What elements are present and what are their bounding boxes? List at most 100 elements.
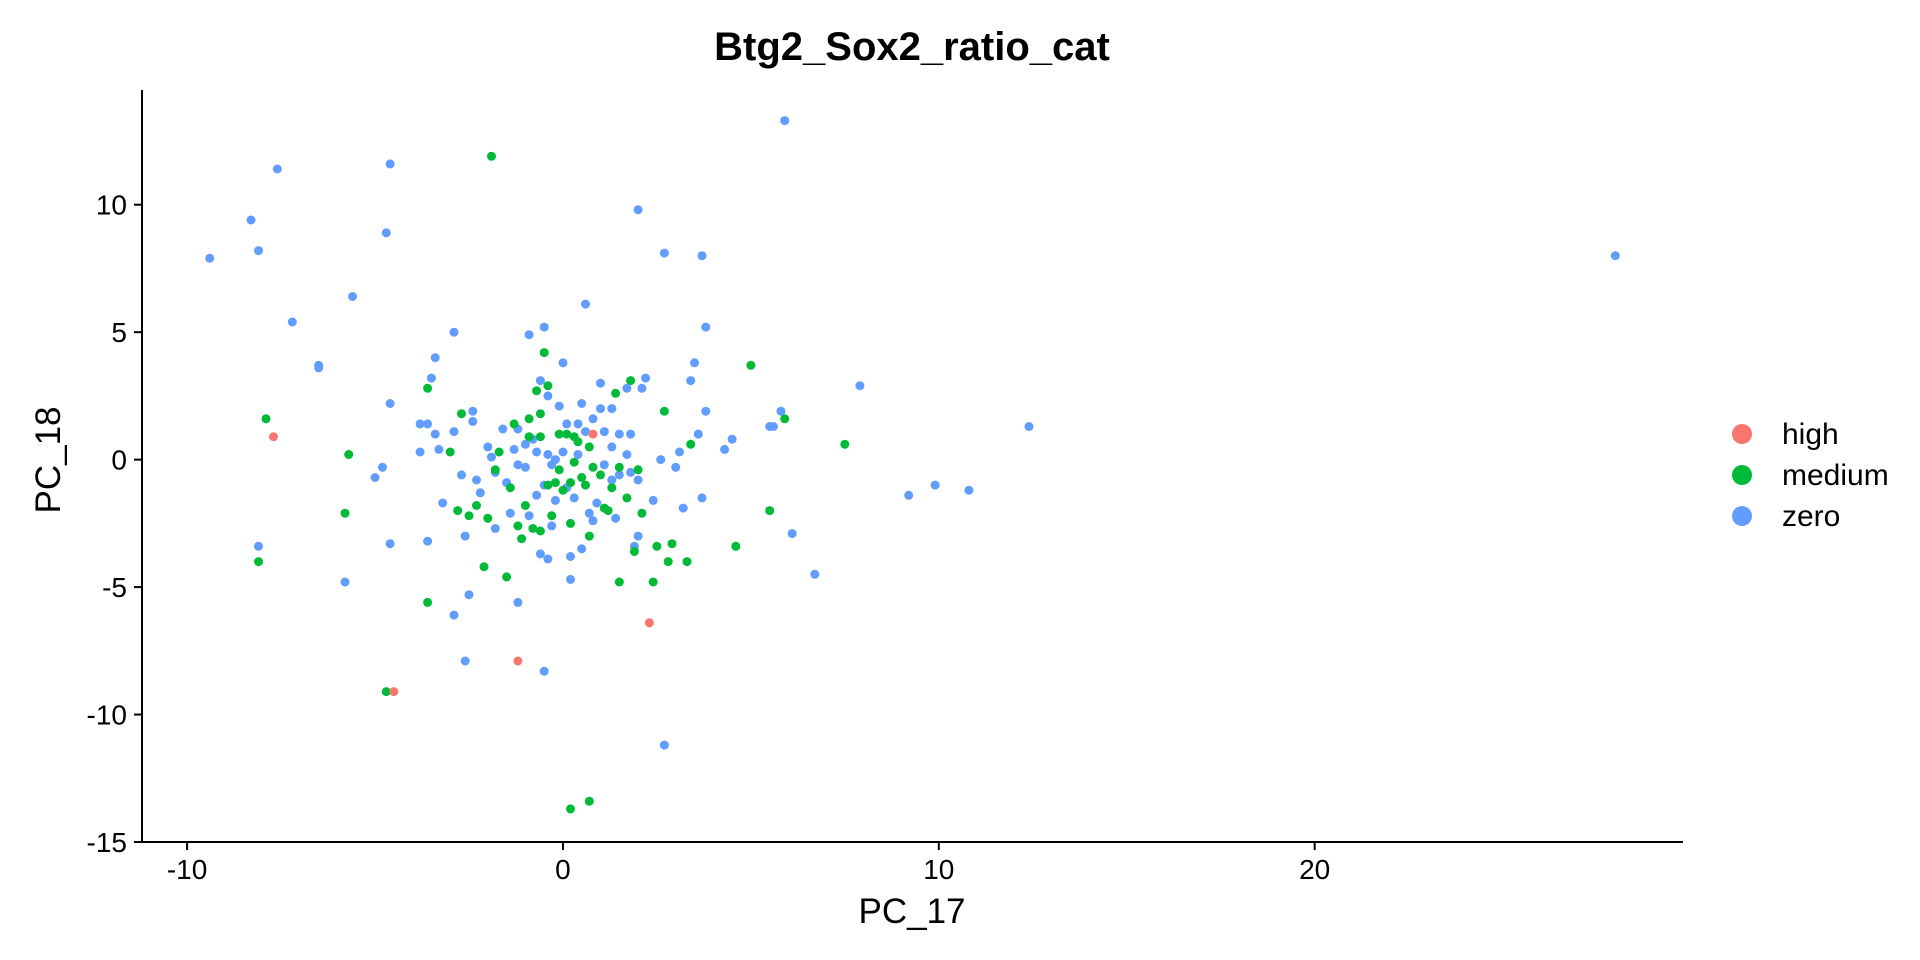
data-point-zero — [622, 450, 632, 459]
data-point-zero — [611, 513, 621, 523]
data-point-zero — [524, 511, 534, 521]
data-point-zero — [535, 376, 545, 386]
data-point-medium — [479, 562, 489, 572]
data-point-medium — [550, 478, 560, 488]
data-point-zero — [588, 516, 598, 526]
data-point-zero — [656, 455, 666, 465]
x-tick-label: -10 — [167, 854, 207, 885]
data-point-zero — [449, 327, 459, 337]
data-point-zero — [659, 740, 669, 750]
data-point-medium — [535, 409, 545, 419]
data-point-zero — [426, 373, 436, 383]
data-point-medium — [566, 804, 575, 814]
data-point-zero — [460, 531, 470, 541]
data-point-high — [389, 687, 399, 697]
data-point-medium — [453, 506, 463, 516]
data-point-medium — [667, 539, 677, 549]
data-point-high — [588, 429, 598, 439]
data-point-zero — [701, 406, 711, 416]
legend-key-medium — [1732, 465, 1752, 485]
data-point-medium — [840, 439, 850, 449]
data-point-zero — [554, 401, 564, 411]
data-point-zero — [607, 442, 617, 452]
data-point-zero — [254, 541, 263, 551]
data-point-zero — [904, 490, 914, 500]
data-point-zero — [678, 503, 688, 513]
data-point-zero — [671, 462, 681, 472]
data-point-zero — [693, 429, 703, 439]
data-point-medium — [626, 376, 636, 386]
data-point-zero — [513, 597, 523, 607]
data-point-zero — [381, 228, 391, 238]
data-point-zero — [532, 490, 542, 500]
data-point-zero — [607, 475, 617, 485]
data-point-medium — [607, 483, 617, 493]
data-point-medium — [528, 524, 538, 533]
data-point-zero — [449, 427, 459, 437]
data-point-medium — [254, 557, 263, 567]
data-point-medium — [596, 470, 605, 480]
data-point-medium — [464, 511, 474, 521]
data-point-zero — [430, 429, 440, 439]
data-point-zero — [701, 322, 711, 332]
data-point-zero — [690, 358, 699, 368]
data-point-zero — [272, 164, 282, 174]
data-point-zero — [633, 475, 643, 485]
data-point-high — [513, 656, 523, 666]
data-point-medium — [543, 480, 553, 490]
data-point-medium — [547, 511, 557, 521]
data-point-zero — [385, 539, 395, 549]
data-point-medium — [581, 480, 590, 490]
data-point-medium — [566, 518, 575, 528]
data-point-medium — [614, 462, 624, 472]
data-point-medium — [524, 414, 534, 424]
y-tick-label: 0 — [111, 445, 127, 476]
data-point-zero — [430, 353, 440, 363]
data-point-zero — [622, 383, 632, 393]
data-point-zero — [498, 424, 508, 434]
data-point-medium — [780, 414, 790, 424]
data-point-medium — [652, 541, 662, 551]
data-point-medium — [535, 526, 545, 536]
data-point-zero — [577, 544, 587, 554]
data-point-zero — [566, 552, 575, 561]
data-point-zero — [964, 485, 974, 495]
data-point-medium — [457, 409, 466, 419]
legend-label-medium: medium — [1782, 459, 1889, 492]
data-point-medium — [517, 534, 527, 544]
data-point-zero — [592, 498, 602, 508]
data-point-zero — [340, 577, 350, 587]
data-point-medium — [520, 501, 530, 510]
data-point-zero — [641, 373, 651, 383]
data-point-zero — [505, 508, 515, 518]
data-point-zero — [633, 531, 643, 541]
x-axis-title: PC_17 — [858, 892, 965, 931]
data-point-zero — [415, 419, 425, 429]
data-point-zero — [659, 248, 669, 258]
data-point-zero — [626, 429, 636, 439]
data-point-medium — [566, 478, 575, 488]
data-point-medium — [622, 493, 632, 503]
data-point-zero — [543, 391, 553, 401]
data-point-zero — [468, 416, 478, 426]
legend: high medium zero — [1732, 418, 1889, 533]
data-point-zero — [550, 495, 560, 505]
y-tick-label: 10 — [96, 190, 127, 221]
data-point-medium — [731, 541, 741, 551]
data-point-zero — [558, 447, 568, 457]
data-point-zero — [558, 358, 568, 368]
data-point-medium — [584, 531, 594, 541]
data-point-medium — [344, 450, 354, 459]
data-point-zero — [246, 215, 256, 225]
data-point-medium — [569, 457, 579, 467]
data-point-medium — [637, 508, 647, 518]
y-tick-label: -10 — [87, 700, 127, 731]
data-point-zero — [768, 422, 778, 431]
data-point-zero — [787, 529, 797, 539]
data-point-zero — [727, 434, 737, 444]
data-point-zero — [577, 399, 587, 408]
data-point-medium — [381, 687, 391, 697]
data-point-zero — [776, 406, 786, 416]
data-point-zero — [475, 488, 485, 498]
